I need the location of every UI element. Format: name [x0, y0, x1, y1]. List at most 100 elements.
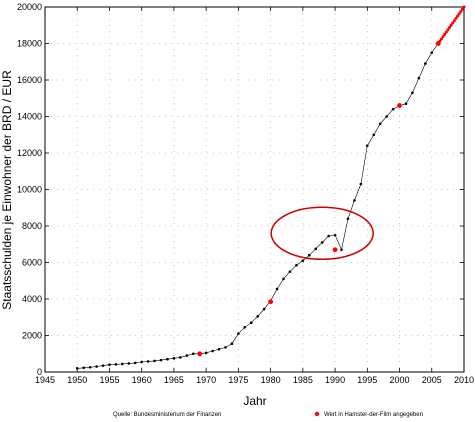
highlighted-point	[457, 12, 461, 16]
data-point	[82, 366, 85, 370]
y-tick-label: 20000	[17, 2, 42, 12]
x-tick-label: 1965	[164, 375, 184, 385]
x-tick-label: 1990	[325, 375, 345, 385]
data-point	[153, 359, 156, 363]
data-point	[249, 321, 253, 325]
data-point	[95, 365, 98, 368]
data-point	[359, 182, 363, 186]
data-point	[224, 346, 227, 349]
data-point	[295, 263, 298, 267]
highlighted-point	[439, 37, 443, 41]
legend-label: Wert in Hamster-der-Film angegeben	[324, 412, 423, 418]
highlighted-point	[397, 103, 402, 108]
y-tick-label: 10000	[17, 185, 42, 195]
highlighted-point	[332, 247, 338, 253]
data-point	[378, 122, 382, 126]
x-tick-label: 2010	[454, 375, 474, 385]
x-tick-label: 1950	[67, 375, 87, 385]
x-tick-label: 1985	[293, 375, 313, 385]
data-point	[133, 361, 137, 365]
data-point	[237, 332, 240, 335]
x-axis-ticks: 1945 1950 1955 1960 1965 1970 1975 1980 1985 1990…	[35, 7, 474, 385]
data-point	[353, 199, 356, 202]
data-point	[288, 270, 292, 273]
data-point	[411, 91, 414, 95]
data-point	[204, 351, 208, 355]
x-tick-label: 1980	[261, 375, 281, 385]
y-axis-ticks: 0 2000 4000 6000 8000 10000 12000 14000 16000 180…	[17, 2, 464, 377]
data-point	[243, 325, 247, 329]
highlighted-point	[443, 32, 447, 36]
data-point	[114, 363, 118, 366]
data-point	[340, 248, 343, 252]
data-point	[159, 358, 163, 362]
data-point	[430, 51, 434, 54]
data-point	[346, 217, 350, 220]
data-point	[140, 360, 143, 364]
data-point	[166, 357, 169, 361]
y-tick-label: 18000	[17, 39, 42, 49]
y-tick-label: 16000	[17, 75, 42, 85]
x-tick-label: 1975	[228, 375, 248, 385]
data-point	[391, 107, 395, 111]
data-point	[307, 253, 311, 257]
data-point	[191, 352, 195, 356]
data-point	[327, 234, 330, 238]
x-tick-label: 1995	[357, 375, 377, 385]
data-point	[320, 241, 324, 244]
y-tick-label: 6000	[22, 258, 42, 268]
data-point	[121, 362, 124, 366]
y-tick-label: 14000	[17, 112, 42, 122]
data-point	[101, 364, 105, 367]
data-point	[75, 367, 79, 370]
data-point	[262, 307, 266, 311]
source-note: Quelle: Bundesministerium der Finanzen	[113, 412, 221, 418]
y-axis-title: Staatsschulden je Einwohner der BRD / EU…	[0, 70, 14, 310]
data-point	[108, 363, 111, 367]
data-point	[282, 277, 285, 281]
data-point	[88, 365, 92, 369]
x-tick-label: 1960	[132, 375, 152, 385]
highlighted-point	[436, 42, 440, 45]
x-tick-label: 1955	[99, 375, 119, 385]
highlighted-point	[268, 299, 274, 305]
data-point	[301, 259, 305, 262]
data-point	[256, 315, 260, 318]
data-point	[385, 115, 388, 118]
highlighted-point	[197, 351, 203, 357]
data-point	[185, 354, 189, 357]
data-point	[333, 233, 337, 237]
highlighted-point	[447, 26, 451, 30]
highlighted-points	[197, 5, 466, 357]
data-point	[127, 362, 131, 365]
y-tick-label: 12000	[17, 148, 42, 158]
grid	[44, 6, 465, 373]
highlighted-point	[446, 28, 450, 32]
data-point	[366, 144, 369, 147]
highlighted-point	[444, 30, 448, 34]
highlighted-point	[438, 39, 442, 43]
highlighted-point	[449, 23, 453, 27]
data-point	[314, 247, 318, 251]
highlighted-point	[452, 19, 456, 23]
data-point	[172, 357, 176, 360]
data-point	[217, 347, 221, 351]
highlighted-point	[451, 21, 455, 25]
data-point	[146, 360, 150, 363]
data-point	[211, 349, 214, 353]
y-tick-label: 8000	[22, 221, 42, 231]
x-tick-label: 2005	[422, 375, 442, 385]
data-point	[275, 287, 279, 291]
x-tick-label: 2000	[390, 375, 410, 385]
x-axis-title: Jahr	[243, 394, 266, 408]
y-tick-label: 0	[37, 367, 42, 377]
y-tick-label: 4000	[22, 294, 42, 304]
data-point	[404, 102, 408, 106]
data-point	[417, 76, 421, 80]
highlighted-point	[441, 35, 445, 39]
highlighted-point	[462, 5, 466, 9]
highlighted-point	[460, 7, 464, 11]
data-point	[372, 133, 376, 137]
plot-area-frame	[44, 6, 465, 373]
